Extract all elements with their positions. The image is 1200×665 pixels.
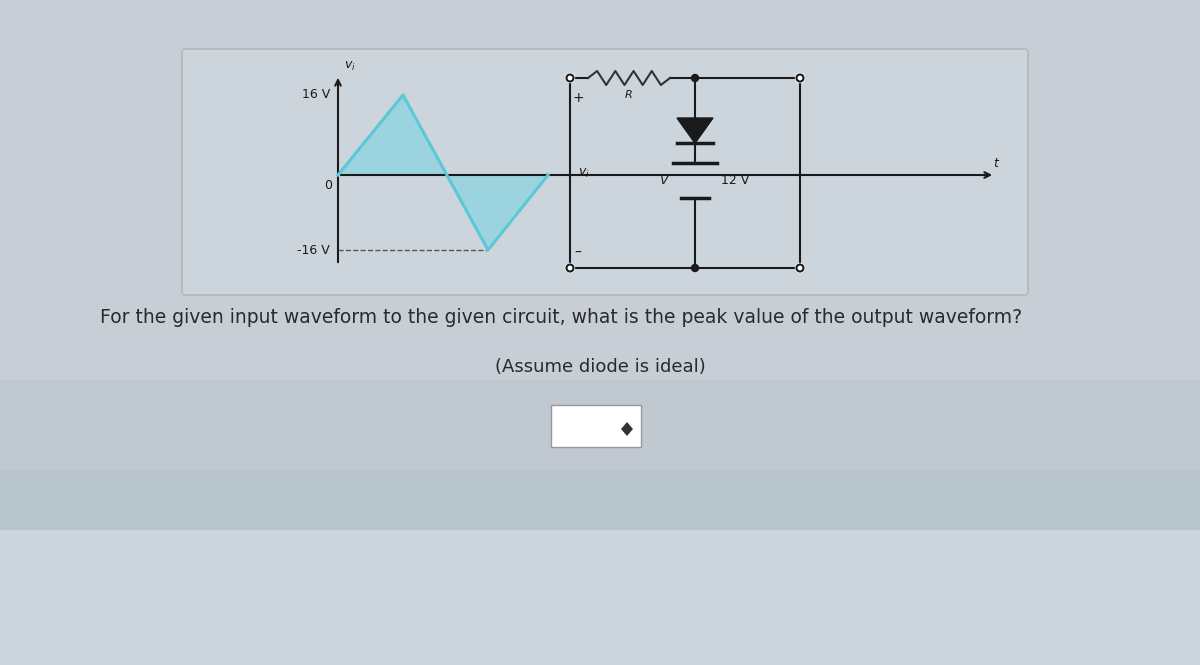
Text: 16 V: 16 V	[301, 88, 330, 102]
Bar	[0, 530, 1200, 665]
Text: $t$: $t$	[994, 157, 1001, 170]
Polygon shape	[622, 429, 634, 436]
Polygon shape	[622, 422, 634, 429]
Text: +: +	[572, 91, 584, 105]
Circle shape	[565, 74, 575, 82]
FancyBboxPatch shape	[182, 49, 1028, 295]
Text: R: R	[625, 90, 632, 100]
Text: For the given input waveform to the given circuit, what is the peak value of the: For the given input waveform to the give…	[100, 308, 1022, 327]
Text: 0: 0	[324, 179, 332, 192]
Text: -16 V: -16 V	[298, 243, 330, 257]
Circle shape	[796, 263, 804, 273]
Text: (Assume diode is ideal): (Assume diode is ideal)	[494, 358, 706, 376]
Text: $v_i$: $v_i$	[578, 166, 589, 180]
Text: V: V	[660, 174, 668, 188]
Circle shape	[691, 265, 698, 271]
Text: $v_i$: $v_i$	[344, 60, 355, 73]
Circle shape	[565, 263, 575, 273]
Circle shape	[691, 74, 698, 82]
Bar	[0, 380, 1200, 665]
Text: –: –	[575, 246, 582, 260]
FancyBboxPatch shape	[551, 405, 641, 447]
Circle shape	[796, 74, 804, 82]
Polygon shape	[338, 95, 548, 250]
Text: 12 V: 12 V	[721, 174, 749, 188]
Polygon shape	[677, 118, 713, 143]
Bar	[0, 470, 1200, 665]
